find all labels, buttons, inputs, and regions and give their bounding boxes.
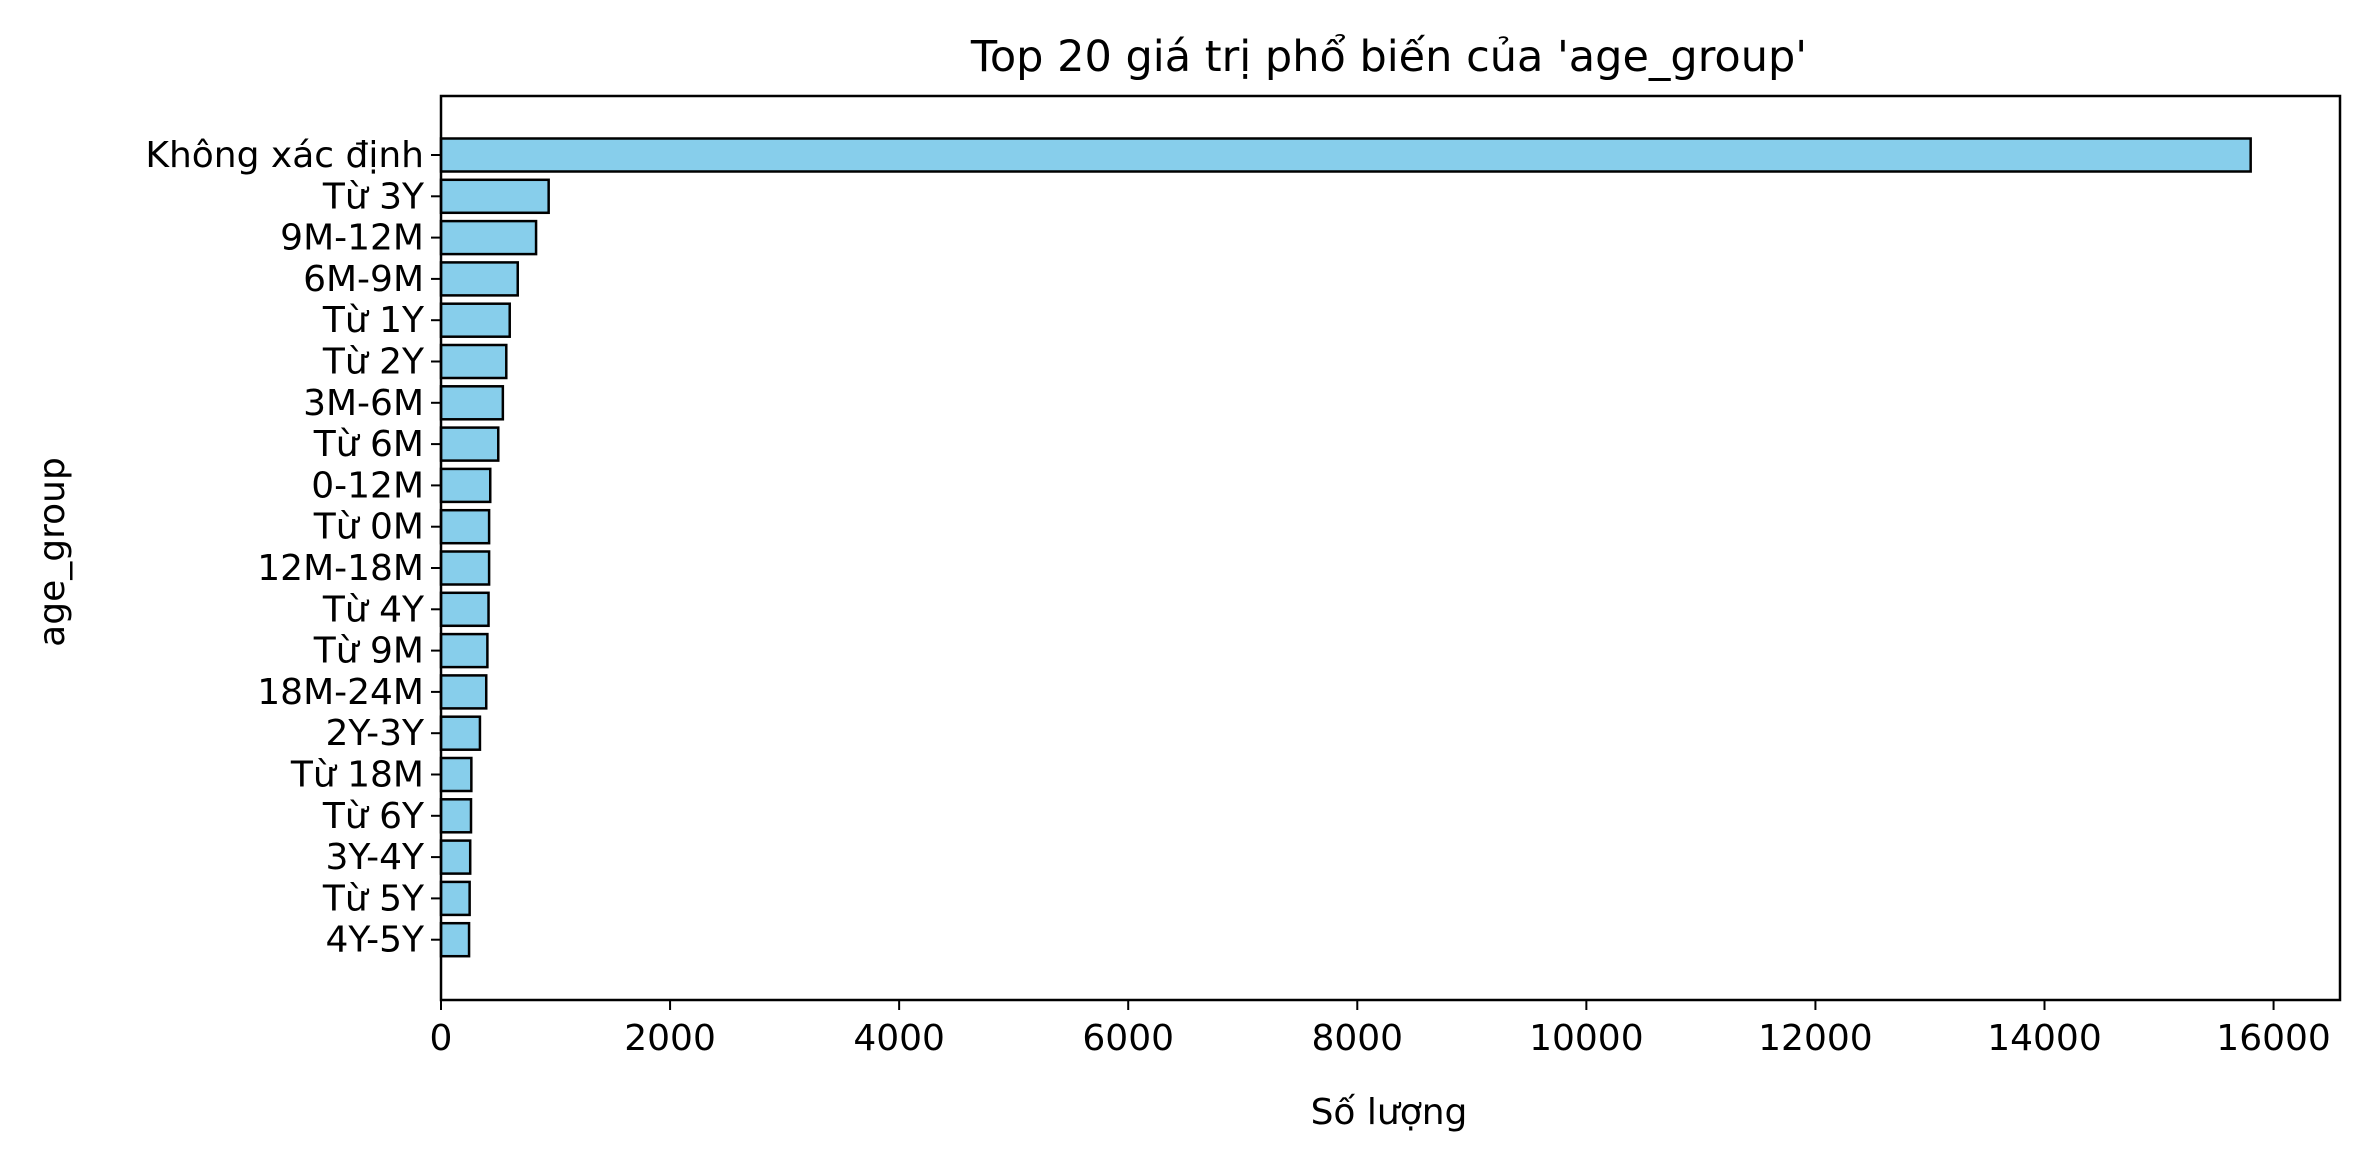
- y-tick-label: 0-12M: [311, 465, 424, 506]
- bar: [439, 343, 508, 380]
- y-tick-label: Từ 1Y: [322, 300, 425, 341]
- y-tick-label: 4Y-5Y: [325, 920, 425, 961]
- bar: [439, 880, 471, 917]
- x-tick-label: 8000: [1311, 1018, 1403, 1059]
- bar: [439, 591, 490, 628]
- bar: [439, 921, 471, 958]
- y-tick-label: Từ 18M: [290, 755, 424, 796]
- x-tick-label: 0: [430, 1018, 453, 1059]
- bar: [439, 385, 505, 421]
- bar: [439, 219, 538, 256]
- bar: [439, 756, 473, 793]
- y-axis-label: age_group: [32, 457, 73, 647]
- bar: [439, 467, 492, 504]
- y-tick-label: Từ 0M: [313, 507, 424, 548]
- x-tick-label: 14000: [1987, 1018, 2102, 1059]
- y-tick-label: 3Y-4Y: [325, 837, 425, 878]
- bar: [439, 550, 491, 586]
- y-tick-label: Từ 3Y: [322, 176, 425, 217]
- y-tick-label: Từ 9M: [313, 631, 424, 672]
- y-tick-label: 18M-24M: [257, 672, 424, 713]
- bar: [439, 302, 511, 338]
- bar: [439, 798, 473, 834]
- y-tick-label: 2Y-3Y: [325, 713, 425, 754]
- bar: [439, 261, 519, 297]
- chart-title: Top 20 giá trị phổ biến của 'age_group': [970, 32, 1807, 82]
- y-tick-label: Từ 6M: [313, 424, 424, 465]
- y-tick-label: 3M-6M: [303, 383, 424, 424]
- x-axis-ticks: 0 2000 4000 6000 8000 10000 12000 14000 16000: [430, 1000, 2331, 1059]
- y-tick-label: Từ 4Y: [322, 589, 425, 630]
- y-tick-label: 12M-18M: [257, 548, 424, 589]
- y-tick-label: 6M-9M: [303, 259, 424, 300]
- bar: [439, 674, 488, 710]
- bar: [439, 715, 482, 751]
- y-tick-label: 9M-12M: [280, 218, 424, 259]
- bar: [439, 178, 550, 215]
- bars: [439, 137, 2252, 958]
- x-tick-label: 10000: [1529, 1018, 1644, 1059]
- x-tick-label: 6000: [1082, 1018, 1174, 1059]
- bar: [439, 137, 2252, 173]
- y-tick-label: Từ 6Y: [322, 796, 425, 837]
- x-tick-label: 16000: [2216, 1018, 2331, 1059]
- x-tick-label: 12000: [1758, 1018, 1873, 1059]
- x-axis-label: Số lượng: [1311, 1092, 1468, 1133]
- x-tick-label: 4000: [853, 1018, 945, 1059]
- plot-area-frame: [439, 94, 2342, 1002]
- y-tick-label: Không xác định: [145, 135, 424, 176]
- bar: [439, 839, 472, 875]
- bar: [439, 426, 500, 462]
- x-tick-label: 2000: [624, 1018, 716, 1059]
- bar: [439, 508, 491, 545]
- y-tick-label: Từ 5Y: [322, 878, 425, 919]
- bar: [439, 632, 489, 669]
- y-tick-label: Từ 2Y: [322, 342, 425, 383]
